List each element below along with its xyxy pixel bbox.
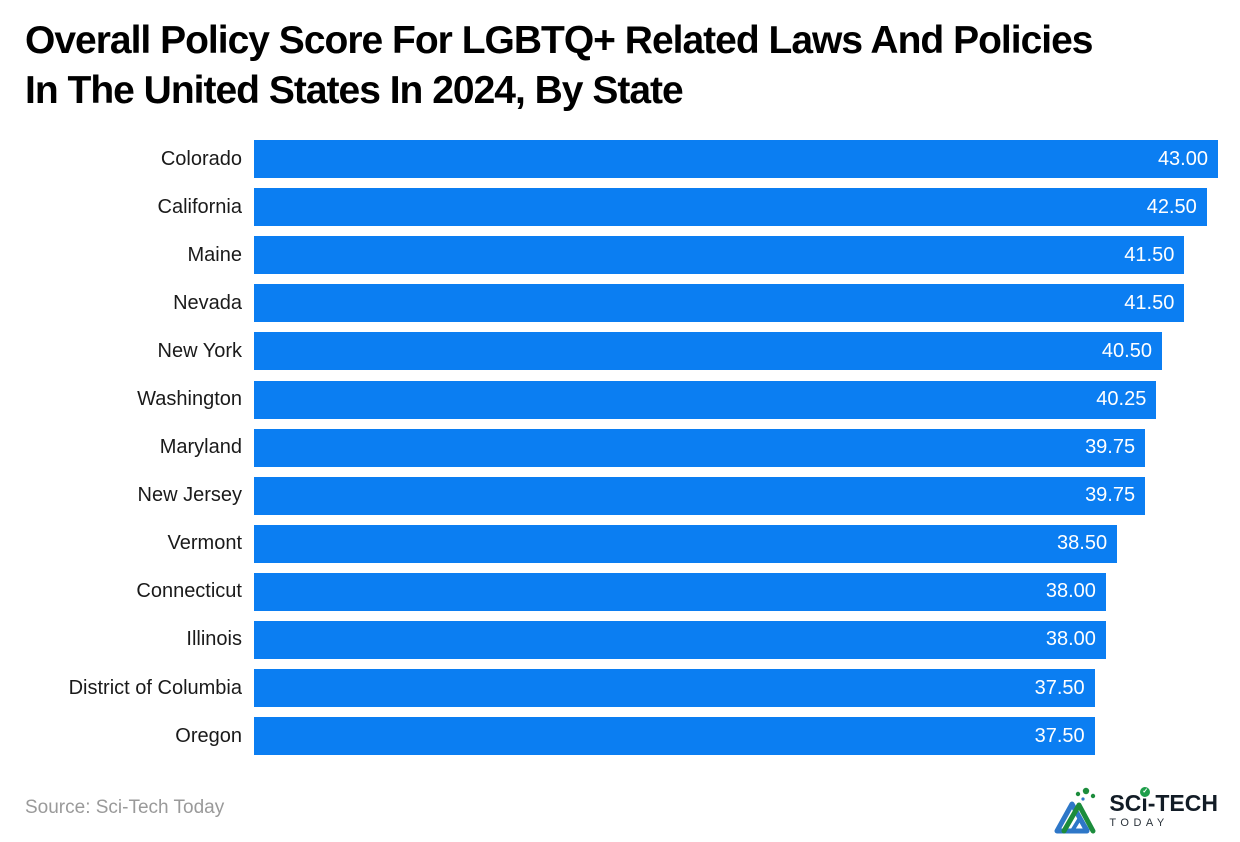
- category-label: Maine: [187, 243, 242, 266]
- category-label: Vermont: [167, 532, 242, 555]
- bar: 39.75: [254, 428, 1146, 467]
- category-label: Washington: [137, 388, 242, 411]
- source-text: Source: Sci-Tech Today: [25, 797, 225, 818]
- category-label: Nevada: [173, 291, 242, 314]
- bar-row: Washington 40.25: [0, 375, 1218, 423]
- bar-row: California 42.50: [0, 183, 1218, 231]
- value-label: 38.00: [1045, 580, 1096, 603]
- bar-track: 38.00: [254, 620, 1218, 659]
- mountain-logo-icon: [1054, 787, 1096, 834]
- chart-title: Overall Policy Score For LGBTQ+ Related …: [25, 16, 1093, 116]
- category-label: District of Columbia: [68, 676, 242, 699]
- bar-row: Maryland 39.75: [0, 424, 1218, 472]
- bar: 37.50: [254, 717, 1095, 756]
- logo-brand-pre: SC: [1109, 790, 1142, 816]
- category-label: Maryland: [159, 436, 242, 459]
- bar: 40.50: [254, 332, 1162, 371]
- bar: 41.50: [254, 236, 1185, 275]
- bar: 38.00: [254, 572, 1106, 611]
- bar-row: Maine 41.50: [0, 231, 1218, 279]
- category-label: Connecticut: [136, 580, 242, 603]
- bar-track: 40.25: [254, 380, 1218, 419]
- value-label: 37.50: [1034, 676, 1085, 699]
- bar-track: 39.75: [254, 428, 1218, 467]
- logo-brand-line: SC ✓ i -TECH: [1109, 787, 1218, 816]
- bar-track: 37.50: [254, 717, 1218, 756]
- bar-track: 38.50: [254, 524, 1218, 563]
- logo-brand-i: ✓ i: [1140, 787, 1151, 815]
- logo-brand-post: -TECH: [1147, 790, 1218, 816]
- chart-title-line-2: In The United States In 2024, By State: [25, 69, 684, 112]
- value-label: 38.50: [1057, 532, 1108, 555]
- value-label: 37.50: [1034, 724, 1085, 747]
- category-label: Colorado: [160, 147, 242, 170]
- value-label: 40.50: [1101, 339, 1152, 362]
- bar-row: Connecticut 38.00: [0, 568, 1218, 616]
- bar-track: 41.50: [254, 236, 1218, 275]
- bar: 40.25: [254, 380, 1157, 419]
- bar-row: Nevada 41.50: [0, 279, 1218, 327]
- value-label: 40.25: [1096, 388, 1147, 411]
- bar-row: New York 40.50: [0, 327, 1218, 375]
- value-label: 41.50: [1124, 243, 1175, 266]
- bar: 39.75: [254, 476, 1146, 515]
- bar-track: 43.00: [254, 140, 1218, 179]
- category-label: New York: [157, 339, 243, 362]
- value-label: 38.00: [1045, 628, 1096, 651]
- bar-track: 40.50: [254, 332, 1218, 371]
- bar-row: District of Columbia 37.50: [0, 664, 1218, 712]
- category-label: California: [157, 195, 242, 218]
- bar-row: Colorado 43.00: [0, 135, 1218, 183]
- bar: 42.50: [254, 188, 1207, 227]
- bar-track: 41.50: [254, 284, 1218, 323]
- bar: 38.50: [254, 524, 1118, 563]
- logo-text: SC ✓ i -TECH TODAY: [1109, 787, 1218, 829]
- sci-tech-today-logo: SC ✓ i -TECH TODAY: [1050, 783, 1218, 837]
- category-label: Oregon: [175, 724, 242, 747]
- category-label: New Jersey: [137, 484, 242, 507]
- bar-row: New Jersey 39.75: [0, 472, 1218, 520]
- bar-row: Vermont 38.50: [0, 520, 1218, 568]
- bar-track: 42.50: [254, 188, 1218, 227]
- bar: 37.50: [254, 669, 1095, 708]
- bar: 38.00: [254, 620, 1106, 659]
- bar-rows: Colorado 43.00 California 42.50 Maine 41.50 Ne…: [0, 135, 1218, 760]
- bar-row: Oregon 37.50: [0, 712, 1218, 760]
- bar-chart: Colorado 43.00 California 42.50 Maine 41.50 Ne…: [0, 135, 1218, 760]
- bar-track: 37.50: [254, 669, 1218, 708]
- category-label: Illinois: [186, 628, 242, 651]
- chart-title-line-1: Overall Policy Score For LGBTQ+ Related …: [25, 19, 1093, 62]
- value-label: 39.75: [1085, 484, 1136, 507]
- logo-subtext: TODAY: [1109, 817, 1169, 829]
- bar-row: Illinois 38.00: [0, 616, 1218, 664]
- value-label: 43.00: [1157, 147, 1208, 170]
- bar: 41.50: [254, 284, 1185, 323]
- value-label: 39.75: [1085, 436, 1136, 459]
- bar-track: 38.00: [254, 572, 1218, 611]
- bar-track: 39.75: [254, 476, 1218, 515]
- bar: 43.00: [254, 140, 1218, 179]
- check-icon: ✓: [1140, 787, 1151, 797]
- value-label: 41.50: [1124, 291, 1175, 314]
- value-label: 42.50: [1146, 195, 1197, 218]
